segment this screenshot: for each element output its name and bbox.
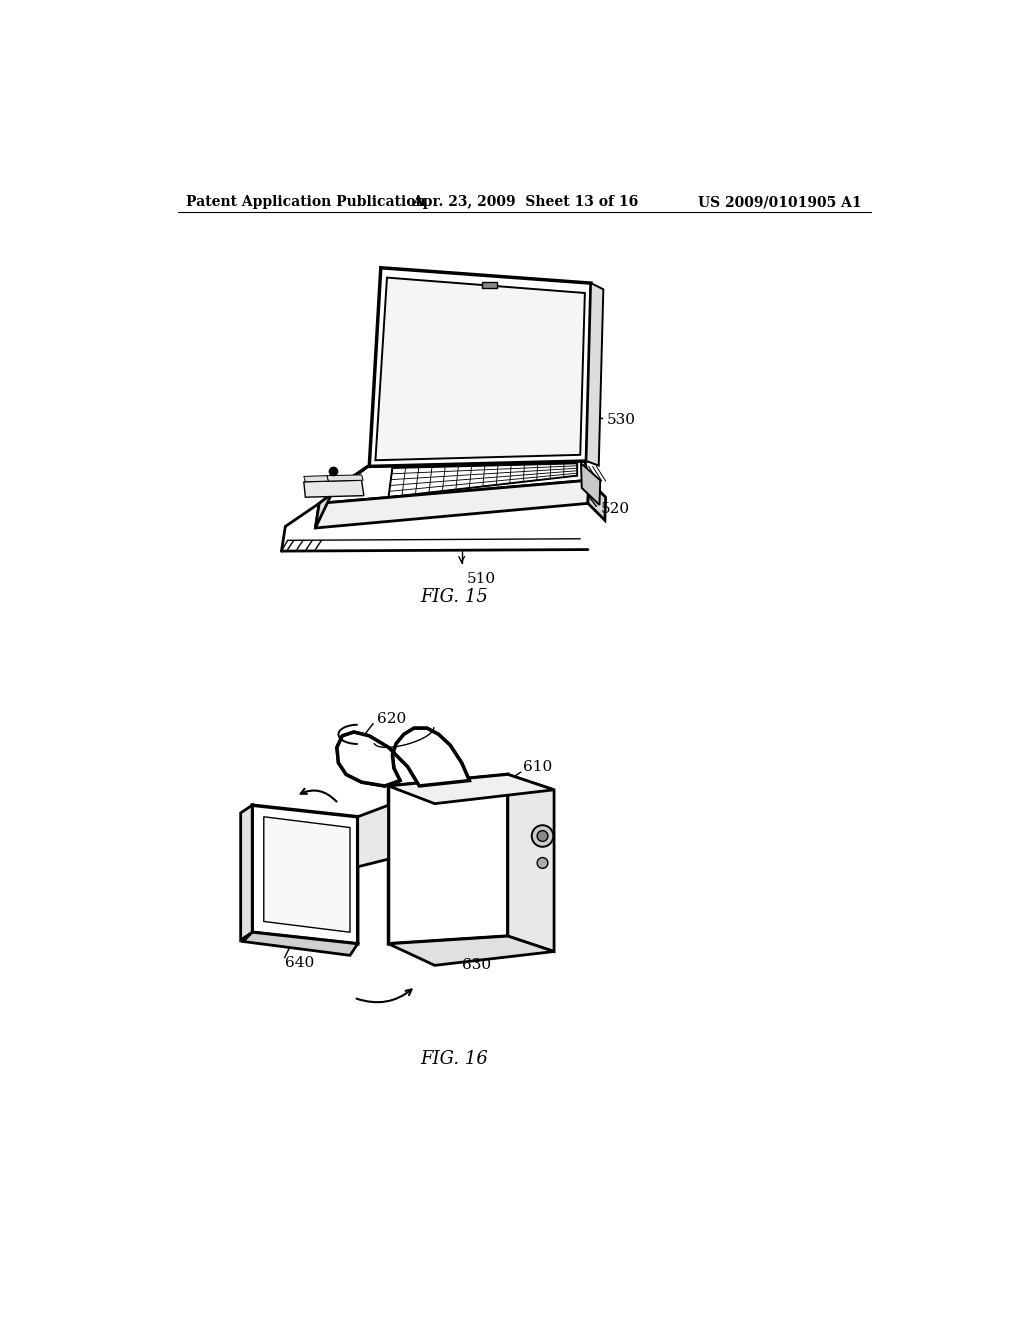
Text: FIG. 16: FIG. 16 [420, 1051, 487, 1068]
Text: Apr. 23, 2009  Sheet 13 of 16: Apr. 23, 2009 Sheet 13 of 16 [412, 195, 638, 210]
Text: 510: 510 [467, 572, 497, 586]
Text: 630: 630 [462, 958, 490, 973]
Text: 640: 640 [285, 956, 313, 970]
Text: 610: 610 [523, 760, 553, 774]
Polygon shape [481, 281, 497, 288]
Polygon shape [370, 268, 591, 466]
Polygon shape [508, 775, 554, 952]
Polygon shape [388, 936, 554, 965]
Polygon shape [304, 480, 364, 498]
Polygon shape [388, 775, 554, 804]
Polygon shape [315, 480, 589, 528]
Polygon shape [241, 805, 252, 940]
Polygon shape [315, 466, 368, 528]
Text: 530: 530 [606, 413, 636, 428]
Text: 620: 620 [377, 711, 407, 726]
Polygon shape [581, 463, 600, 506]
Polygon shape [319, 461, 589, 503]
Polygon shape [357, 805, 388, 867]
Polygon shape [304, 475, 329, 482]
Ellipse shape [531, 825, 553, 847]
Text: FIG. 15: FIG. 15 [420, 589, 487, 606]
Polygon shape [376, 277, 585, 461]
Text: US 2009/0101905 A1: US 2009/0101905 A1 [698, 195, 862, 210]
Polygon shape [588, 480, 605, 520]
Ellipse shape [538, 830, 548, 841]
Polygon shape [264, 817, 350, 932]
Polygon shape [327, 475, 364, 480]
Polygon shape [252, 805, 357, 944]
Polygon shape [587, 284, 603, 466]
Polygon shape [337, 729, 469, 785]
Text: 520: 520 [600, 502, 630, 516]
Text: Patent Application Publication: Patent Application Publication [186, 195, 426, 210]
Polygon shape [388, 775, 508, 944]
Polygon shape [243, 932, 357, 956]
Ellipse shape [538, 858, 548, 869]
